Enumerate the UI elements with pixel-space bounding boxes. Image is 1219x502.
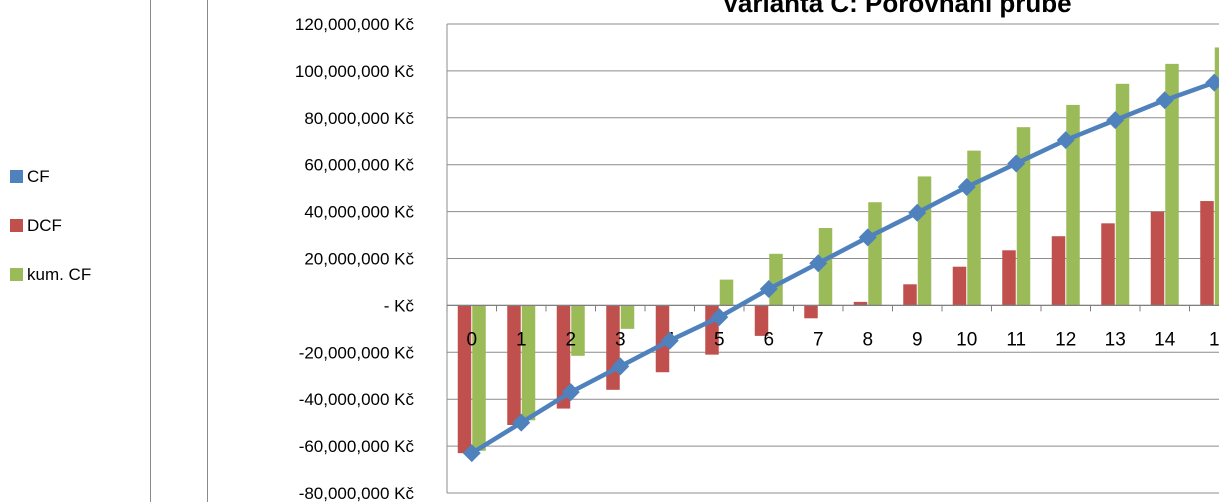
x-tick-label: 13: [1105, 329, 1126, 350]
y-tick-label: 120,000,000 Kč: [295, 15, 415, 34]
y-tick-label: - Kč: [384, 296, 415, 315]
bar-kum-cf: [1115, 83, 1130, 306]
bar-kum-cf: [1066, 104, 1080, 306]
x-tick-label: 5: [714, 329, 725, 350]
bar-kum-cf: [1016, 127, 1031, 306]
x-tick-label: 11: [1006, 329, 1026, 350]
bar-dcf: [903, 284, 917, 306]
legend-label-cf: CF: [27, 166, 50, 186]
line-marker-cf: [1106, 111, 1125, 130]
bar-kum-cf: [917, 176, 932, 306]
bar-dcf: [853, 301, 868, 306]
bar-dcf: [507, 305, 521, 425]
left-border-line: [150, 0, 151, 502]
legend-swatch-cf: [10, 170, 23, 183]
line-marker-cf: [611, 357, 630, 376]
y-tick-label: 100,000,000 Kč: [295, 62, 415, 81]
chart-title: Varianta C: Porovnání průbě: [722, 0, 1072, 18]
x-tick-label: 12: [1055, 329, 1076, 350]
legend-item-kum-cf: kum. CF: [10, 250, 91, 299]
y-tick-label: -20,000,000 Kč: [299, 343, 415, 362]
y-tick-label: -40,000,000 Kč: [299, 390, 415, 409]
line-marker-cf: [1205, 73, 1219, 92]
bar-kum-cf: [521, 305, 536, 421]
line-marker-cf: [512, 413, 531, 432]
bar-dcf: [655, 305, 670, 373]
bar-dcf: [1101, 223, 1115, 306]
legend: CF DCF kum. CF: [10, 152, 91, 299]
line-marker-cf: [957, 177, 976, 196]
x-tick-label: 14: [1154, 329, 1176, 350]
line-marker-cf: [660, 331, 679, 350]
bar-dcf: [556, 305, 571, 409]
line-marker-cf: [1155, 91, 1174, 110]
line-marker-cf: [1056, 131, 1075, 150]
bar-dcf: [1200, 201, 1214, 306]
bar-kum-cf: [620, 305, 635, 329]
line-marker-cf: [462, 444, 481, 463]
bar-kum-cf: [719, 279, 734, 306]
x-tick-label: 8: [862, 329, 873, 350]
line-marker-cf: [561, 383, 580, 402]
x-tick-label: 2: [565, 329, 576, 350]
legend-label-kum-cf: kum. CF: [27, 264, 92, 284]
y-tick-label: 60,000,000 Kč: [304, 156, 414, 175]
x-tick-label: 1: [1209, 329, 1219, 350]
x-tick-label: 7: [813, 329, 824, 350]
y-tick-label: -80,000,000 Kč: [299, 484, 415, 502]
legend-swatch-dcf: [10, 219, 23, 232]
bar-dcf: [457, 305, 472, 454]
x-tick-label: 3: [615, 329, 626, 350]
legend-item-cf: CF: [10, 152, 91, 201]
series-line-cf: [470, 80, 1216, 456]
bar-dcf: [804, 305, 818, 319]
bar-kum-cf: [967, 150, 981, 306]
bar-kum-cf: [769, 253, 783, 306]
legend-item-dcf: DCF: [10, 201, 91, 250]
legend-label-dcf: DCF: [27, 215, 62, 235]
y-tick-label: -60,000,000 Kč: [299, 437, 415, 456]
x-tick-label: 0: [466, 329, 477, 350]
y-tick-label: 80,000,000 Kč: [304, 109, 414, 128]
x-tick-label: 6: [763, 329, 774, 350]
x-tick-label: 10: [956, 329, 977, 350]
line-marker-cf: [809, 254, 828, 273]
bar-dcf: [754, 305, 769, 336]
bar-kum-cf: [472, 305, 486, 451]
line-marker-cf: [759, 279, 778, 298]
y-tick-label: 40,000,000 Kč: [304, 203, 414, 222]
x-tick-label: 1: [516, 329, 527, 350]
bar-dcf: [1150, 211, 1165, 306]
line-marker-cf: [710, 308, 729, 327]
bar-dcf: [1002, 250, 1016, 306]
bar-kum-cf: [818, 228, 833, 306]
bar-dcf: [1051, 236, 1066, 306]
line-marker-cf: [1007, 154, 1026, 173]
legend-swatch-kum-cf: [10, 268, 23, 281]
line-marker-cf: [858, 228, 877, 247]
y-tick-label: 20,000,000 Kč: [304, 250, 414, 269]
bar-kum-cf: [571, 305, 585, 356]
x-tick-label: 9: [912, 329, 923, 350]
line-marker-cf: [908, 203, 927, 222]
chart-border-line: [207, 0, 208, 502]
bar-dcf: [952, 266, 967, 306]
bar-kum-cf: [1165, 63, 1179, 306]
bar-kum-cf: [1214, 47, 1219, 306]
bar-kum-cf: [868, 202, 882, 306]
